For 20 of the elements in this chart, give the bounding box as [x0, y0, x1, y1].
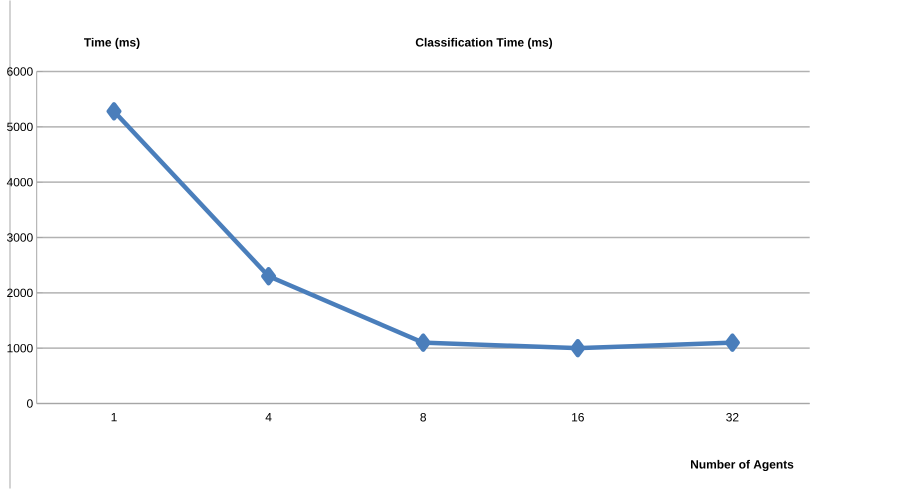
y-tick-label: 0: [27, 399, 33, 408]
x-tick-label: 32: [726, 413, 738, 422]
x-tick-label: 4: [266, 413, 272, 422]
y-axis-title: Time (ms): [84, 38, 140, 49]
point: [106, 102, 122, 121]
y-tick-label: 4000: [6, 178, 33, 186]
x-tick-label: 8: [420, 413, 426, 422]
x-tick-label: 16: [572, 413, 584, 422]
y-tick-label: 2000: [7, 288, 33, 298]
x-axis-title: Number of Agents: [691, 460, 794, 472]
point: [261, 267, 276, 286]
chart-title: Classification Time (ms): [416, 38, 552, 49]
point: [724, 333, 740, 352]
point: [416, 333, 431, 352]
x-tick-label: 1: [112, 413, 117, 422]
y-tick-label: 5000: [7, 122, 33, 132]
point: [570, 338, 586, 358]
y-tick-label: 6000: [7, 67, 33, 76]
y-tick-label: 1000: [7, 344, 33, 352]
y-tick-label: 3000: [7, 233, 33, 242]
